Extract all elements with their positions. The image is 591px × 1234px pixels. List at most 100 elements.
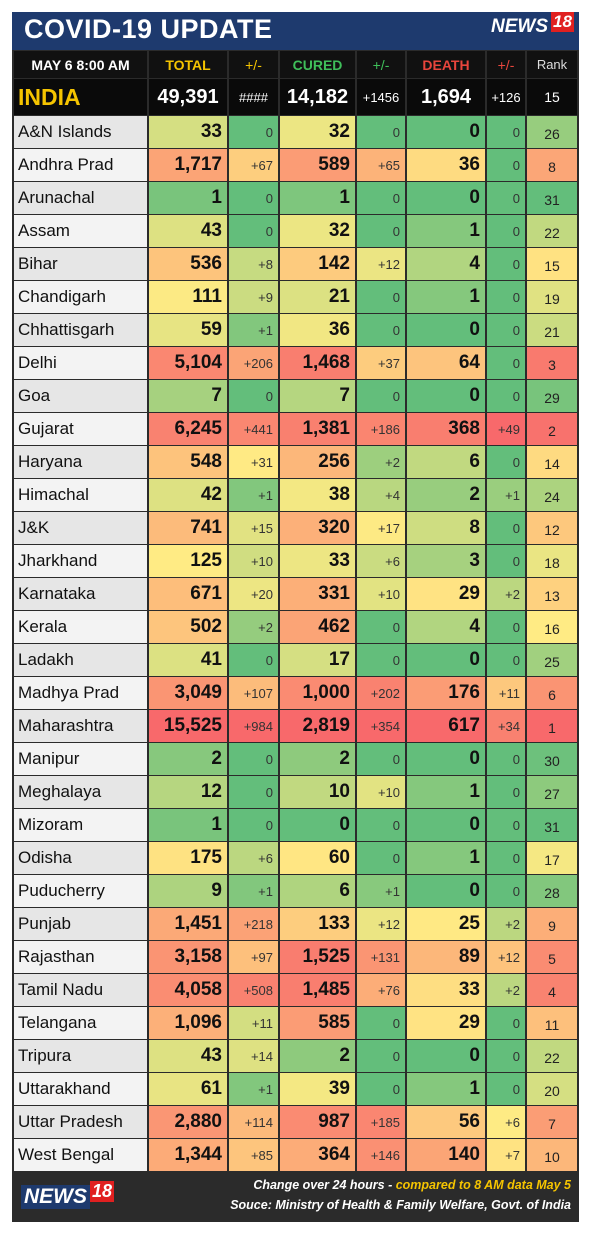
- state-name: Goa: [14, 380, 147, 412]
- state-name: A&N Islands: [14, 116, 147, 148]
- cured-cell: 7: [280, 380, 355, 412]
- cured-cell: 38: [280, 479, 355, 511]
- cured-cell: 2,819: [280, 710, 355, 742]
- death-cell: 33: [407, 974, 485, 1006]
- rank-cell: 26: [527, 116, 577, 148]
- death-delta-cell: +11: [487, 677, 525, 709]
- death-header: DEATH: [407, 51, 485, 78]
- death-delta-cell: 0: [487, 215, 525, 247]
- death-delta-cell: +1: [487, 479, 525, 511]
- total-delta-cell: 0: [229, 776, 278, 808]
- rank-cell: 31: [527, 182, 577, 214]
- cured-cell: 320: [280, 512, 355, 544]
- rank-cell: 22: [527, 215, 577, 247]
- death-delta-cell: +2: [487, 908, 525, 940]
- death-delta-cell: +34: [487, 710, 525, 742]
- rank-cell: 18: [527, 545, 577, 577]
- total-cell: 2: [149, 743, 227, 775]
- cured-cell: 6: [280, 875, 355, 907]
- rank-cell: 10: [527, 1139, 577, 1171]
- total-cell: 61: [149, 1073, 227, 1105]
- rank-cell: 20: [527, 1073, 577, 1105]
- state-name: Meghalaya: [14, 776, 147, 808]
- cured-cell: 2: [280, 743, 355, 775]
- rank-cell: 17: [527, 842, 577, 874]
- state-name: Maharashtra: [14, 710, 147, 742]
- death-cell: 29: [407, 578, 485, 610]
- total-delta-cell: +14: [229, 1040, 278, 1072]
- cured-cell: 256: [280, 446, 355, 478]
- cured-delta-cell: 0: [357, 743, 405, 775]
- state-name: Delhi: [14, 347, 147, 379]
- state-name: Tripura: [14, 1040, 147, 1072]
- death-delta-cell: +12: [487, 941, 525, 973]
- death-delta-cell: 0: [487, 380, 525, 412]
- state-name: Kerala: [14, 611, 147, 643]
- total-delta-cell: +1: [229, 1073, 278, 1105]
- total-delta-cell: +8: [229, 248, 278, 280]
- footer-note-highlight: compared to 8 AM data May 5: [395, 1178, 571, 1192]
- state-name: Puducherry: [14, 875, 147, 907]
- death-cell: 89: [407, 941, 485, 973]
- rank-cell: 13: [527, 578, 577, 610]
- death-cell: 368: [407, 413, 485, 445]
- cured-delta-cell: +354: [357, 710, 405, 742]
- state-name: Manipur: [14, 743, 147, 775]
- state-name: Rajasthan: [14, 941, 147, 973]
- total-cell: 1: [149, 182, 227, 214]
- date-time-header: MAY 6 8:00 AM: [14, 51, 147, 78]
- death-cell: 140: [407, 1139, 485, 1171]
- death-cell: 617: [407, 710, 485, 742]
- total-delta-cell: +508: [229, 974, 278, 1006]
- death-cell: 2: [407, 479, 485, 511]
- cured-cell: 1,525: [280, 941, 355, 973]
- total-delta-cell: 0: [229, 743, 278, 775]
- total-cell: 42: [149, 479, 227, 511]
- death-cell: 29: [407, 1007, 485, 1039]
- cured-cell: 142: [280, 248, 355, 280]
- state-name: Chhattisgarh: [14, 314, 147, 346]
- death-cell: 56: [407, 1106, 485, 1138]
- total-cell: 502: [149, 611, 227, 643]
- cured-cell: 1,000: [280, 677, 355, 709]
- death-cell: 1: [407, 842, 485, 874]
- total-delta-header: +/-: [229, 51, 278, 78]
- death-delta-cell: 0: [487, 842, 525, 874]
- national-name: INDIA: [14, 79, 147, 115]
- cured-cell: 10: [280, 776, 355, 808]
- cured-delta-cell: +1: [357, 875, 405, 907]
- state-name: Haryana: [14, 446, 147, 478]
- rank-cell: 22: [527, 1040, 577, 1072]
- death-cell: 0: [407, 875, 485, 907]
- cured-delta-cell: 0: [357, 644, 405, 676]
- death-delta-cell: 0: [487, 743, 525, 775]
- state-name: Assam: [14, 215, 147, 247]
- rank-cell: 15: [527, 248, 577, 280]
- state-name: Madhya Prad: [14, 677, 147, 709]
- total-cell: 9: [149, 875, 227, 907]
- cured-delta-cell: +17: [357, 512, 405, 544]
- cured-cell: 60: [280, 842, 355, 874]
- death-delta-cell: 0: [487, 512, 525, 544]
- cured-delta-cell: +185: [357, 1106, 405, 1138]
- total-delta-cell: 0: [229, 182, 278, 214]
- total-cell: 2,880: [149, 1106, 227, 1138]
- total-delta-cell: +107: [229, 677, 278, 709]
- cured-delta-cell: 0: [357, 809, 405, 841]
- state-name: Arunachal: [14, 182, 147, 214]
- rank-cell: 12: [527, 512, 577, 544]
- footer-source: Souce: Ministry of Health & Family Welfa…: [230, 1198, 571, 1212]
- cured-delta-cell: +76: [357, 974, 405, 1006]
- total-cell: 175: [149, 842, 227, 874]
- rank-cell: 28: [527, 875, 577, 907]
- total-delta-cell: +67: [229, 149, 278, 181]
- total-delta-cell: +11: [229, 1007, 278, 1039]
- total-delta-cell: +97: [229, 941, 278, 973]
- death-cell: 0: [407, 1040, 485, 1072]
- title-bar: COVID-19 UPDATE NEWS 18: [12, 12, 579, 50]
- death-delta-cell: 0: [487, 149, 525, 181]
- page-title: COVID-19 UPDATE: [24, 14, 273, 44]
- cured-cell: 36: [280, 314, 355, 346]
- death-cell: 1: [407, 281, 485, 313]
- footer-news18-logo: NEWS 18: [21, 1180, 115, 1209]
